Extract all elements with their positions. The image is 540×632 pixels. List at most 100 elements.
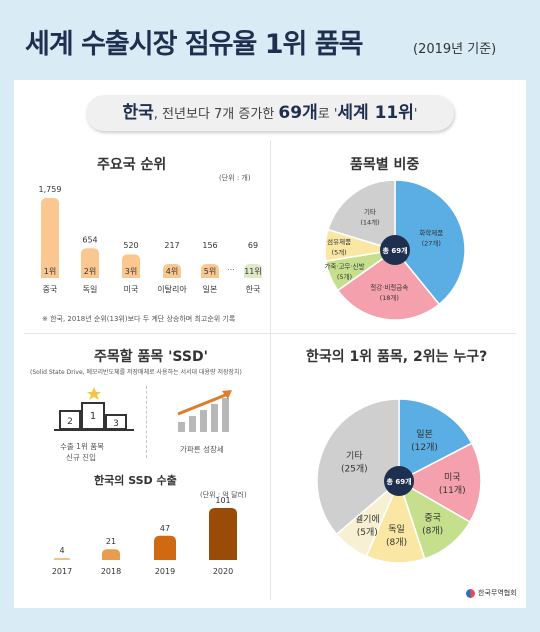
- pie-slice-화학제품: [394, 179, 466, 306]
- slice-count-독일: (8개): [386, 537, 407, 548]
- ranking-bar-chart: 1위 1,759 중국 2위 654 독일 3위 520 미국 4위 217 이탈리아 5위 156 일본 1…: [39, 185, 262, 294]
- ranking-footnote: ※ 한국, 2018년 순위(13위)보다 두 계단 상승하며 최고순위 기록: [42, 315, 236, 323]
- bar-독일: [81, 248, 99, 278]
- ranking-unit-note: (단위 : 개): [219, 174, 251, 182]
- footer-org: 한국무역협회: [466, 588, 517, 598]
- slice-name-기타: 기타: [364, 207, 376, 216]
- vertical-divider: [270, 140, 271, 600]
- podium-first: 1: [90, 411, 96, 422]
- slice-count-기타: (25개): [341, 463, 368, 474]
- pie-center: [380, 235, 410, 265]
- footer-org-name: 한국무역협회: [478, 589, 517, 597]
- ssd-bar-2019: [154, 535, 176, 560]
- summary-banner: 한국, 전년보다 7개 증가한 69개로 '세계 11위': [86, 95, 454, 131]
- banner-text-2: 로 ': [317, 107, 338, 122]
- page-subtitle: (2019년 기준): [413, 42, 497, 57]
- header: 세계 수출시장 점유율 1위 품목 (2019년 기준): [0, 0, 540, 78]
- banner-text-1: , 전년보다 7개 증가한: [153, 107, 279, 122]
- rank-label-이탈리아: 4위: [166, 267, 178, 276]
- value-label-한국: 69: [248, 241, 258, 250]
- slice-name-벨기에: 벨기에: [355, 514, 380, 525]
- bar-이탈리아: [163, 264, 181, 278]
- slice-name-기타: 기타: [346, 450, 363, 461]
- banner-rank: 세계 11위: [337, 103, 414, 123]
- main-panel: 한국, 전년보다 7개 증가한 69개로 '세계 11위' 주요국 순위 (단위…: [14, 80, 526, 608]
- ssd-feature-divider: [146, 386, 147, 458]
- ssd-value-2018: 21: [106, 537, 116, 546]
- item-share-title: 품목별 비중: [350, 157, 420, 173]
- bar-한국: [244, 264, 262, 278]
- category-label-한국: 한국: [246, 285, 261, 294]
- bar-중국: [41, 198, 59, 278]
- slice-name-미국: 미국: [444, 472, 461, 483]
- slice-name-중국: 중국: [424, 512, 441, 523]
- pie-slice-일본: [398, 398, 473, 483]
- podium-second: 2: [67, 417, 73, 427]
- value-label-일본: 156: [202, 241, 217, 250]
- pie-slice-기타: [327, 179, 396, 252]
- slice-name-철강·비철금속: 철강·비철금속: [370, 283, 408, 292]
- page-title: 세계 수출시장 점유율 1위 품목: [25, 29, 363, 60]
- runner-up-title: 한국의 1위 품목, 2위는 누구?: [306, 349, 488, 365]
- pie-center: [384, 466, 414, 496]
- slice-count-철강·비철금속: (18개): [380, 293, 399, 302]
- rank-label-중국: 1위: [44, 267, 56, 276]
- category-label-미국: 미국: [124, 285, 139, 294]
- ssd-year-2019: 2019: [155, 567, 175, 576]
- pie-center-label: 총 69개: [386, 477, 411, 486]
- value-label-중국: 1,759: [39, 185, 62, 194]
- slice-count-중국: (8개): [422, 525, 443, 536]
- bar-일본: [201, 264, 219, 278]
- value-label-독일: 654: [82, 235, 97, 244]
- slice-count-화학제품: (27개): [422, 239, 441, 248]
- slice-count-섬유제품: (5개): [332, 248, 347, 257]
- ssd-value-2017: 4: [59, 546, 64, 555]
- podium-third: 3: [113, 419, 119, 429]
- rank-label-한국: 11위: [244, 267, 262, 276]
- slice-name-화학제품: 화학제품: [419, 228, 443, 237]
- ssd-bar-2020: [209, 508, 237, 560]
- value-label-미국: 520: [123, 241, 138, 250]
- category-label-중국: 중국: [43, 285, 58, 294]
- item-share-pie: 화학제품(27개)철강·비철금속(18개)가죽·고무·신발(5개)섬유제품(5개…: [324, 179, 466, 321]
- org-logo-icon: [466, 588, 475, 598]
- pie-slice-미국: [397, 442, 482, 524]
- ssd-year-2018: 2018: [101, 567, 121, 576]
- ssd-bar-2017: [54, 557, 70, 560]
- horizontal-divider: [24, 333, 516, 334]
- slice-count-벨기에: (5개): [357, 527, 378, 538]
- ssd-value-2019: 47: [160, 524, 170, 533]
- ssd-export-title: 한국의 SSD 수출: [94, 474, 177, 487]
- slice-name-가죽·고무·신발: 가죽·고무·신발: [324, 262, 364, 271]
- ssd-year-2020: 2020: [213, 567, 233, 576]
- ssd-feature-1-line-1: 수출 1위 품목: [60, 442, 105, 451]
- rank-label-미국: 3위: [125, 267, 137, 276]
- podium-icon: 2 1 3: [54, 387, 134, 431]
- ssd-feature-2: 가파른 성장세: [180, 445, 224, 454]
- slice-count-일본: (12개): [411, 442, 438, 453]
- ssd-unit-note: (단위 : 억 달러): [200, 491, 247, 499]
- bar-미국: [122, 254, 140, 278]
- ssd-export-bar-chart: 4 2017 21 2018 47 2019 101 2020: [52, 496, 237, 576]
- growth-chart-icon: [177, 390, 232, 432]
- slice-name-독일: 독일: [388, 524, 405, 535]
- rank-label-일본: 5위: [204, 267, 216, 276]
- ssd-value-2020: 101: [215, 496, 230, 505]
- ranking-chart-title: 주요국 순위: [97, 157, 167, 173]
- slice-count-미국: (11개): [439, 485, 466, 496]
- ssd-bar-2018: [102, 549, 120, 560]
- rank-label-독일: 2위: [84, 267, 96, 276]
- pie-slice-철강·비철금속: [336, 248, 441, 321]
- banner-country: 한국: [122, 103, 154, 123]
- runner-up-pie: 일본 (12개) 미국 (11개) 중국 (8개) 독일 (8개) 벨기에 (5개) 기타 (25개)…: [316, 398, 482, 564]
- pie-center-label: 총 69개: [382, 246, 407, 255]
- ssd-year-2017: 2017: [52, 567, 72, 576]
- banner-count: 69개: [278, 103, 318, 123]
- banner-text-3: ': [413, 107, 418, 122]
- slice-count-기타: (14개): [360, 218, 379, 227]
- ssd-description: (Solid State Drive, 메모리반도체를 저장매체로 사용하는 서…: [30, 369, 242, 376]
- value-label-이탈리아: 217: [164, 241, 179, 250]
- category-label-일본: 일본: [203, 285, 218, 294]
- pie-slice-기타: [316, 398, 400, 536]
- ssd-section-title: 주목할 품목 'SSD': [94, 349, 208, 365]
